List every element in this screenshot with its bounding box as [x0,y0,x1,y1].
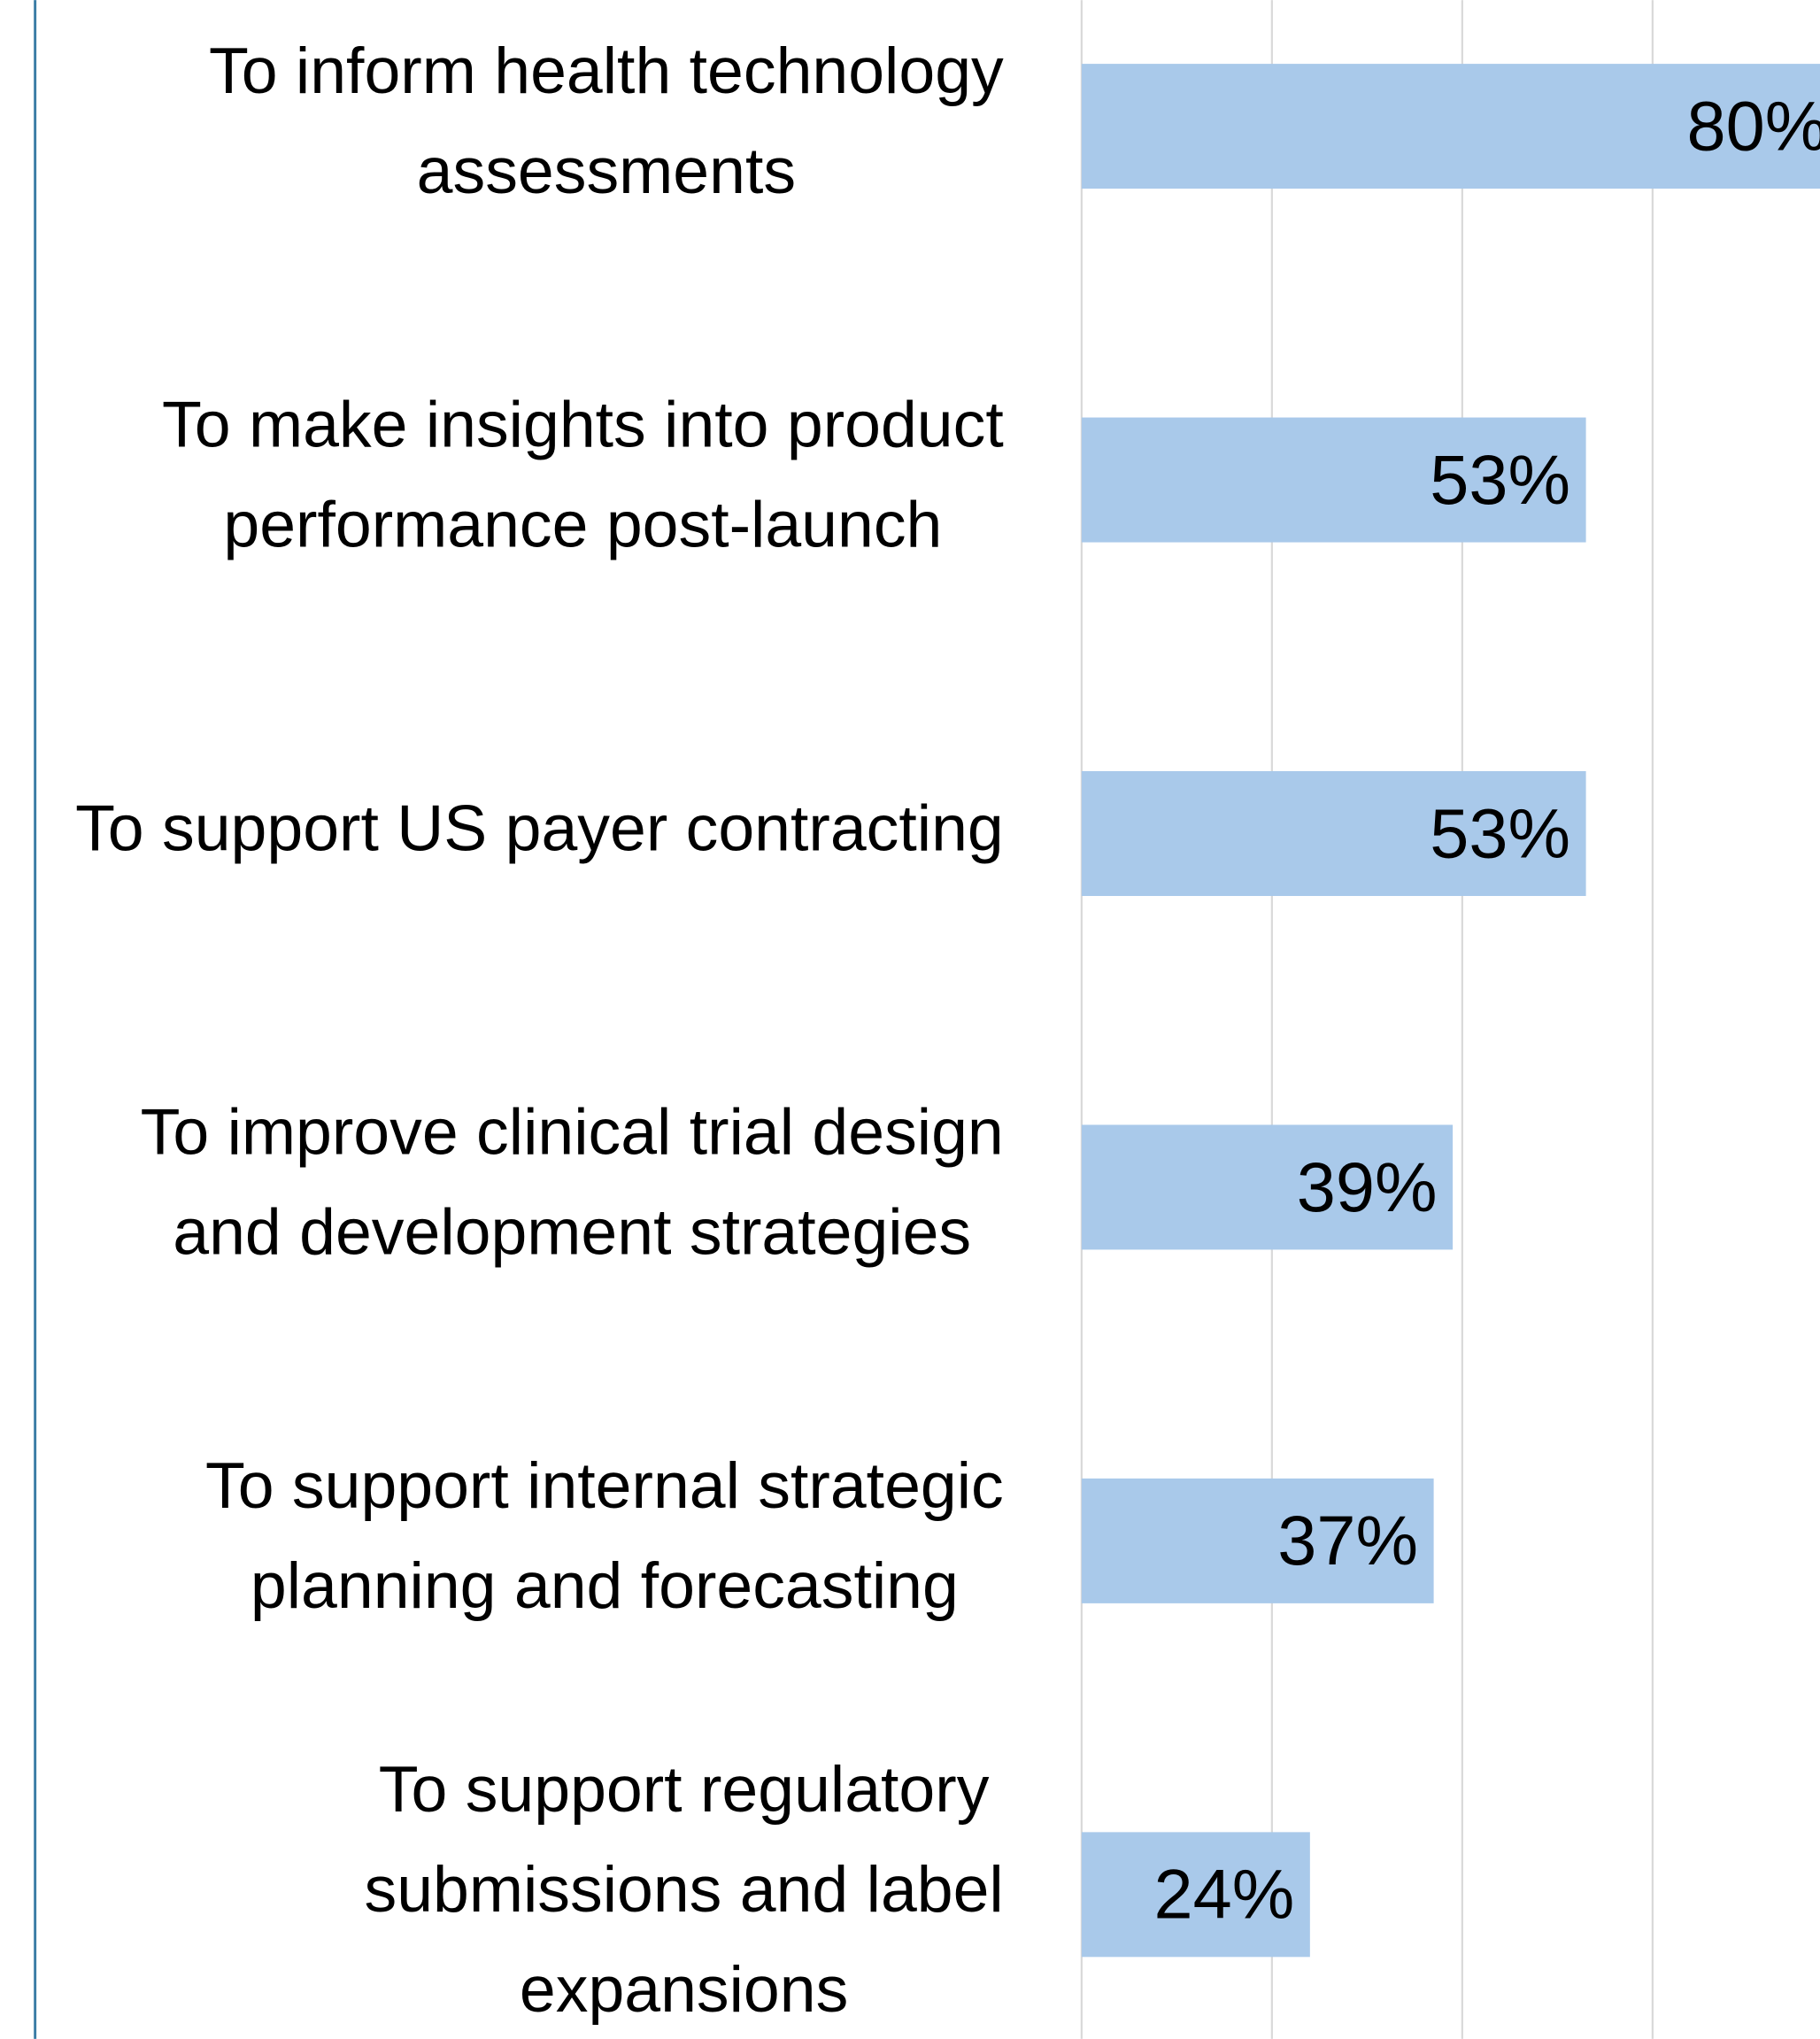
bar [1081,1478,1434,1603]
category-label: To support internal strategic planning an… [205,1449,1004,1622]
bar [1081,64,1820,189]
category-label: To improve clinical trial design and deve… [141,1096,1004,1269]
data-label: 53% [1430,793,1570,872]
bar [1081,417,1586,543]
data-label: 24% [1154,1855,1295,1934]
bar [1081,1124,1454,1250]
data-label: 53% [1430,440,1570,519]
data-label: 80% [1687,86,1820,165]
bar [1081,1832,1310,1958]
bar [1081,771,1586,896]
grid [1080,0,1654,2039]
category-label: To support US payer contracting [75,792,1004,865]
category-label: To inform health technology assessments [209,35,1004,207]
data-label: 37% [1277,1501,1418,1579]
data-label: 39% [1297,1147,1438,1226]
category-label: To make insights into product performance… [162,389,1004,561]
category-label: To support regulatory submissions and lab… [365,1753,1004,2026]
